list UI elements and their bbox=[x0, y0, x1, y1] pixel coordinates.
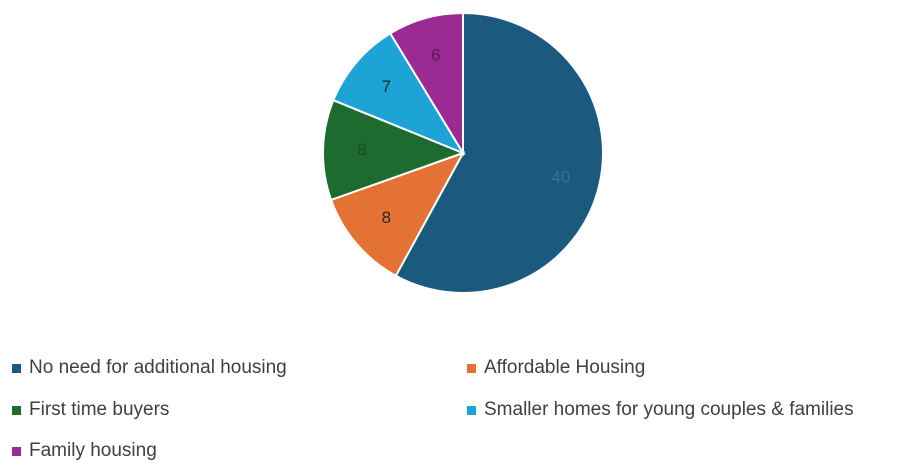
pie-slice-no-need bbox=[394, 11, 604, 294]
pie-slice-first-time-buyers bbox=[322, 98, 466, 202]
pie-chart: 40 8 8 7 6 bbox=[322, 11, 604, 294]
legend-label-no-need: No need for additional housing bbox=[29, 357, 287, 378]
data-label-no-need: 40 bbox=[551, 167, 570, 186]
legend-label-family-housing: Family housing bbox=[29, 440, 157, 461]
pie-slice-affordable bbox=[329, 151, 466, 278]
legend-item-first-time-buyers: First time buyers bbox=[12, 399, 169, 421]
legend-item-no-need: No need for additional housing bbox=[12, 357, 287, 379]
legend-item-family-housing: Family housing bbox=[12, 440, 157, 462]
legend-label-affordable: Affordable Housing bbox=[484, 357, 646, 378]
legend-item-affordable: Affordable Housing bbox=[467, 357, 645, 379]
legend-swatch-no-need bbox=[12, 363, 21, 373]
legend: No need for additional housing Affordabl… bbox=[12, 352, 917, 461]
data-label-family-housing: 6 bbox=[431, 45, 440, 64]
legend-swatch-affordable bbox=[467, 363, 476, 373]
pie-slices bbox=[322, 11, 604, 294]
legend-item-smaller-homes: Smaller homes for young couples & famili… bbox=[467, 399, 854, 421]
legend-swatch-smaller-homes bbox=[467, 405, 476, 415]
pie-slice-smaller-homes bbox=[332, 32, 466, 156]
data-label-smaller-homes: 7 bbox=[382, 77, 391, 96]
data-label-first-time-buyers: 8 bbox=[357, 140, 366, 159]
legend-label-first-time-buyers: First time buyers bbox=[29, 399, 170, 420]
pie-data-labels: 40 8 8 7 6 bbox=[357, 45, 570, 227]
legend-label-smaller-homes: Smaller homes for young couples & famili… bbox=[484, 399, 854, 420]
legend-swatch-first-time-buyers bbox=[12, 405, 21, 415]
pie-slice-family-housing bbox=[388, 11, 464, 157]
data-label-affordable: 8 bbox=[382, 208, 391, 227]
legend-swatch-family-housing bbox=[12, 446, 21, 456]
